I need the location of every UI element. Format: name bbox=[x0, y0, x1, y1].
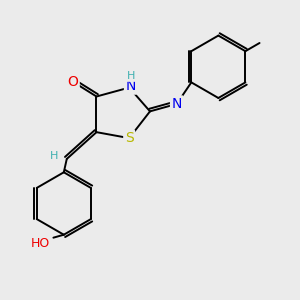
Text: H: H bbox=[50, 151, 58, 161]
Text: HO: HO bbox=[30, 237, 50, 250]
Text: O: O bbox=[67, 75, 78, 88]
Text: N: N bbox=[125, 79, 136, 93]
Text: N: N bbox=[172, 97, 182, 111]
Text: S: S bbox=[125, 131, 134, 145]
Text: H: H bbox=[127, 71, 135, 81]
